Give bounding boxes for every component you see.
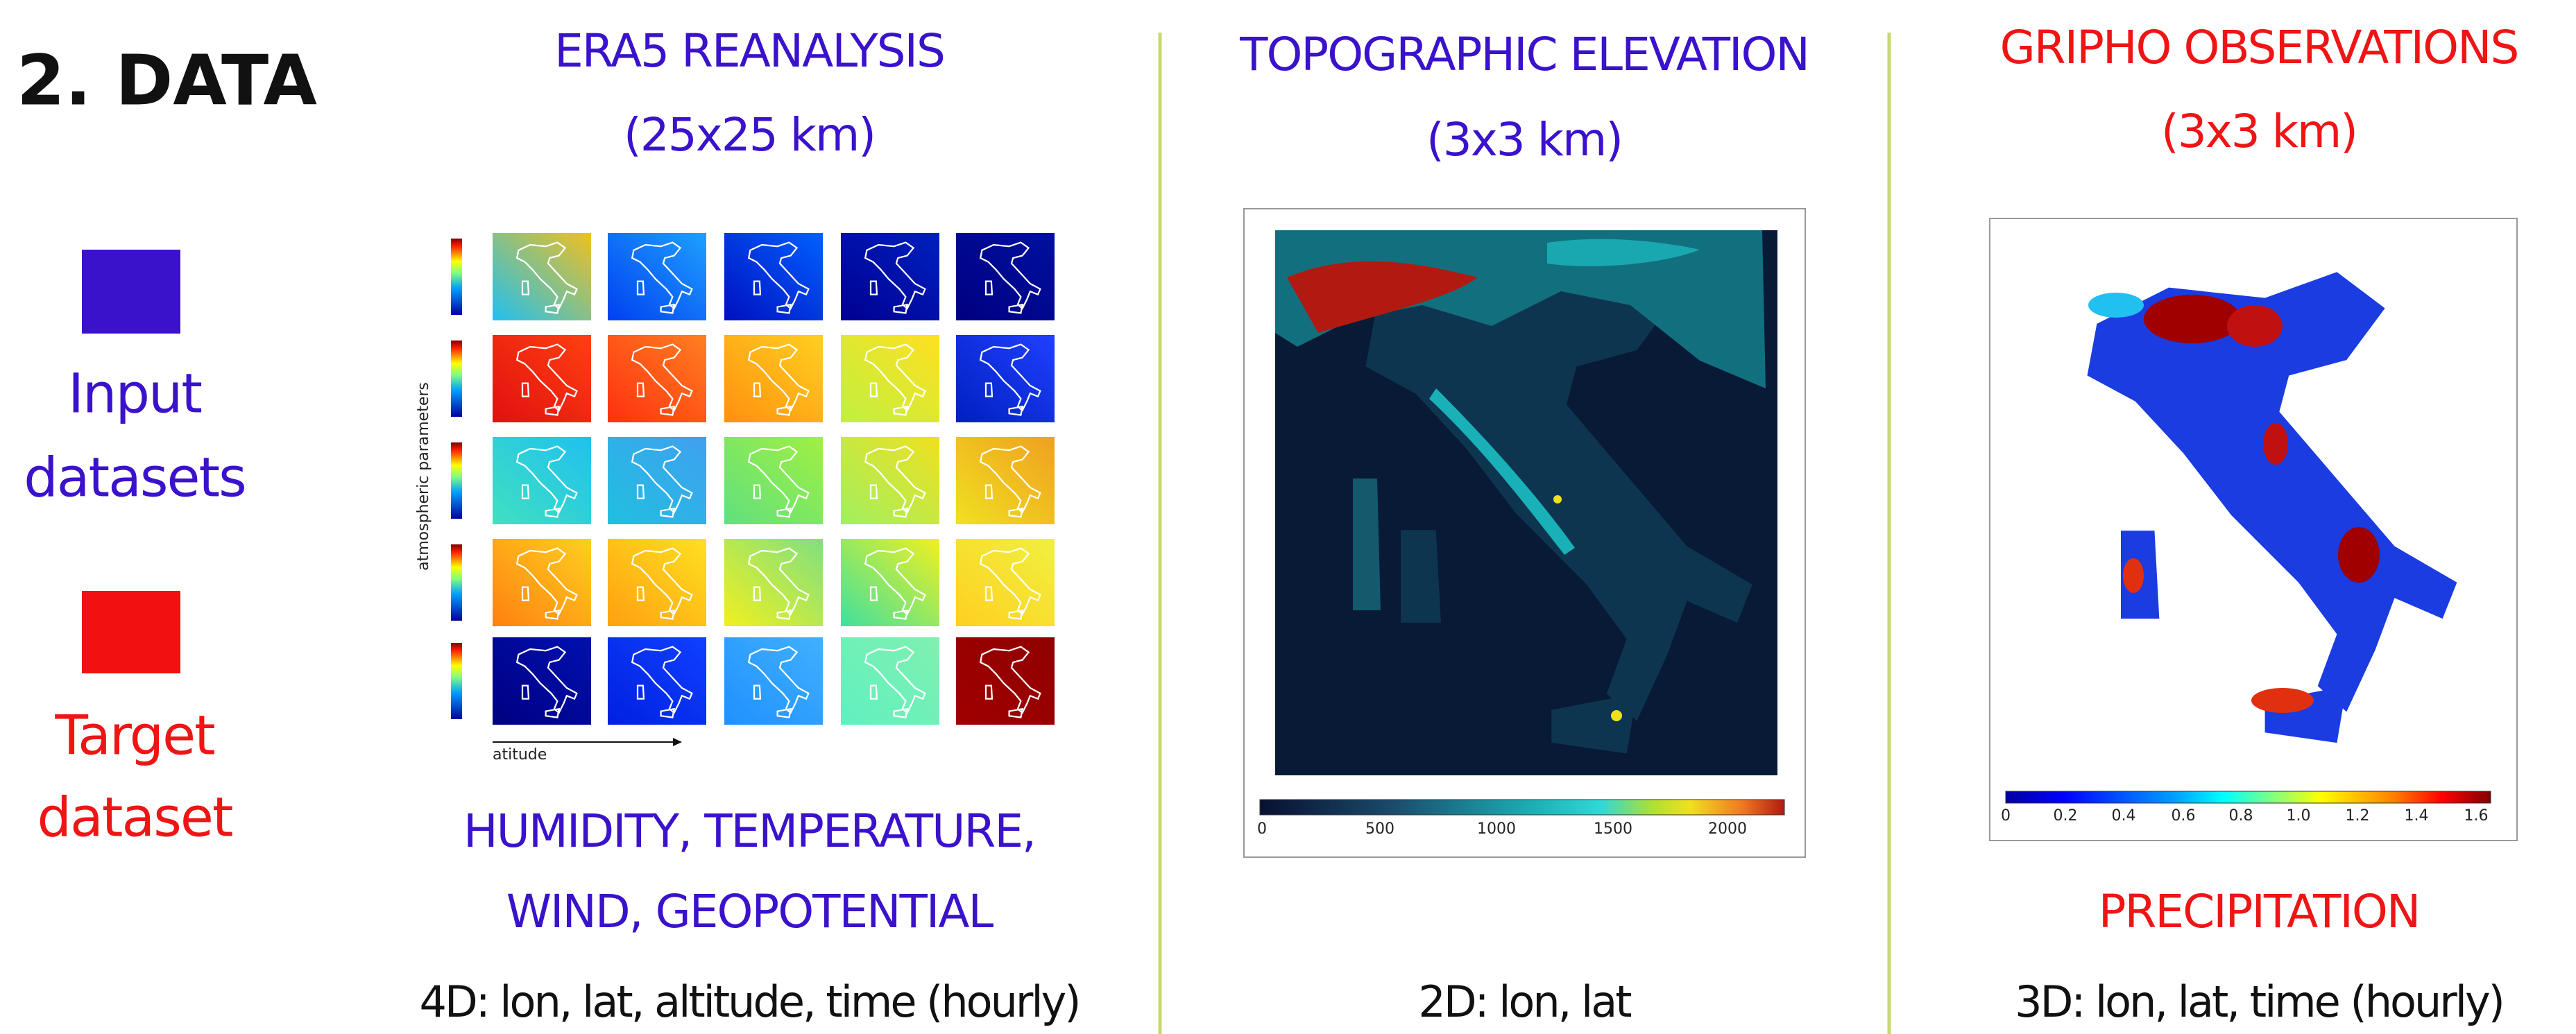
slide: 2. DATA Input datasets Target dataset ER… (0, 0, 2576, 1034)
legend-swatch (82, 591, 180, 673)
caption: HUMIDITY, TEMPERATURE, (463, 804, 1035, 858)
caption: PRECIPITATION (2099, 885, 2420, 938)
colorbar (2006, 791, 2491, 803)
colorbar (1260, 800, 1784, 815)
x-label: atitude (493, 746, 547, 764)
section-title: 2. DATA (17, 40, 317, 121)
colorbar-tick-label: 0.2 (2054, 807, 2078, 825)
tile-colorbar (451, 544, 462, 621)
tile-colorbar (451, 341, 462, 417)
colorbar-ticks: 0 0.2 0.4 0.6 0.8 1.0 1.2 1.4 1.6 (2001, 807, 2489, 825)
colorbar-tick-label: 1.6 (2464, 807, 2489, 825)
colorbar-tick-label: 1.2 (2346, 807, 2370, 825)
tile-colorbar (451, 442, 462, 519)
panel-subtitle: (3x3 km) (2161, 105, 2357, 158)
arrow-head (673, 738, 682, 746)
y-label: atmospheric parameters (415, 382, 432, 571)
dimensions: 2D: lon, lat (1418, 976, 1631, 1027)
caption: WIND, GEOPOTENTIAL (506, 885, 994, 938)
panel-subtitle: (25x25 km) (624, 108, 875, 162)
tile-colorbar (451, 643, 462, 719)
era5-grid (451, 233, 1055, 725)
elevation-map (1275, 230, 1777, 775)
colorbar-tick-label: 0.6 (2172, 807, 2196, 825)
panel-title: GRIPHO OBSERVATIONS (2000, 21, 2518, 74)
colorbar-tick-label: 2000 (1708, 820, 1747, 838)
colorbar-tick-label: 0.4 (2112, 807, 2136, 825)
colorbar-tick-label: 0 (1257, 820, 1267, 838)
legend-label: datasets (24, 447, 246, 509)
colorbar-tick-label: 0 (2001, 807, 2011, 825)
legend-label: Target (54, 705, 214, 767)
legend-label: Input (68, 363, 201, 425)
colorbar-tick-label: 0.8 (2229, 807, 2253, 825)
legend-swatch (82, 250, 180, 334)
dimensions: 4D: lon, lat, altitude, time (hourly) (420, 976, 1080, 1027)
legend-label: dataset (37, 786, 232, 849)
colorbar-tick-label: 500 (1365, 820, 1394, 838)
panel-title: ERA5 REANALYSIS (554, 24, 944, 78)
panel-subtitle: (3x3 km) (1426, 113, 1622, 166)
panel-title: TOPOGRAPHIC ELEVATION (1239, 28, 1809, 81)
colorbar-tick-label: 1.0 (2287, 807, 2311, 825)
dimensions: 3D: lon, lat, time (hourly) (2015, 976, 2503, 1027)
tile-colorbar (451, 239, 462, 315)
colorbar-tick-label: 1500 (1594, 820, 1632, 838)
colorbar-tick-label: 1000 (1477, 820, 1516, 838)
colorbar-tick-label: 1.4 (2405, 807, 2429, 825)
